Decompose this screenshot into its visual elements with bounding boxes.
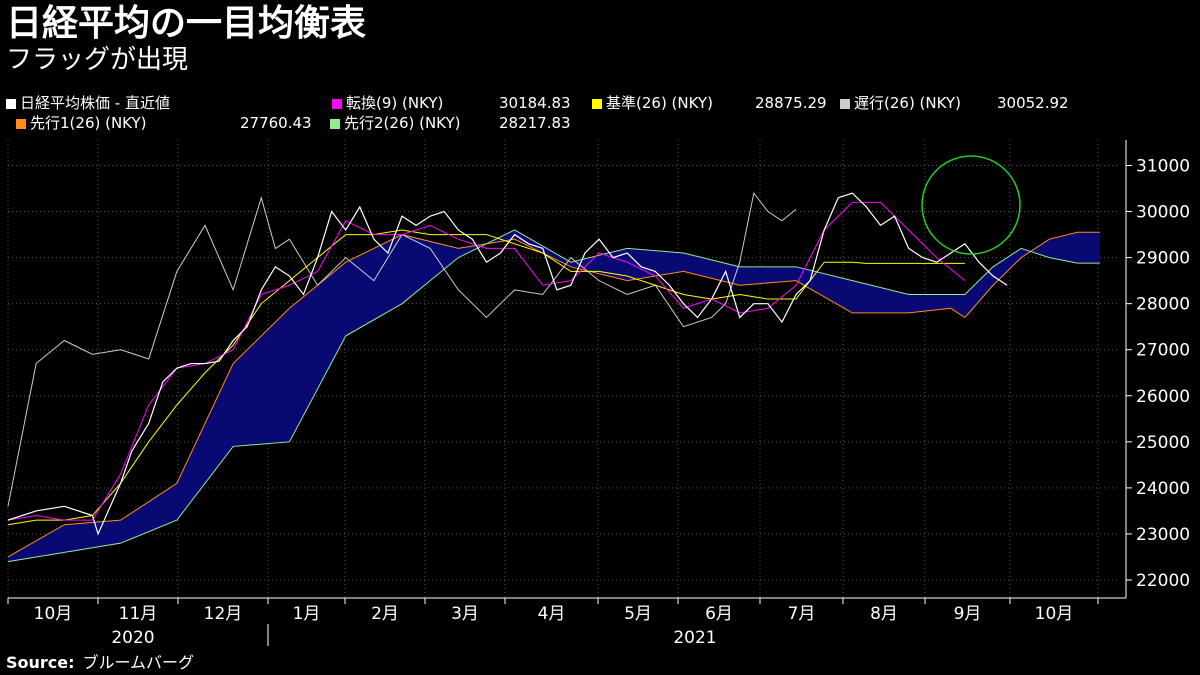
year-label-2021: 2021 bbox=[673, 628, 716, 648]
y-tick-label: 31000 bbox=[1136, 157, 1190, 177]
legend-swatch-senkou2 bbox=[330, 119, 340, 129]
chart-title: 日経平均の一目均衡表 bbox=[6, 3, 367, 44]
x-tick-label: 2月 bbox=[371, 604, 399, 624]
y-tick-label: 23000 bbox=[1136, 525, 1190, 545]
x-tick-label: 11月 bbox=[119, 604, 158, 624]
x-tick-label: 9月 bbox=[954, 604, 982, 624]
x-tick-label: 12月 bbox=[204, 604, 243, 624]
x-tick-label: 8月 bbox=[870, 604, 898, 624]
legend-value-kijun: 28875.29 bbox=[755, 94, 827, 112]
legend-label-senkou1: 先行1(26) (NKY) bbox=[30, 114, 147, 132]
legend-swatch-price bbox=[6, 99, 16, 109]
series-line-3 bbox=[7, 191, 797, 507]
legend-item-tenkan: 転換(9) (NKY) bbox=[332, 92, 443, 114]
series-line-0 bbox=[7, 192, 1008, 536]
y-axis: 31000 30000 29000 28000 27000 26000 25000 24000… bbox=[1125, 140, 1190, 598]
y-tick-label: 26000 bbox=[1136, 387, 1190, 407]
x-tick-label: 10月 bbox=[34, 604, 73, 624]
x-tick-label: 1月 bbox=[293, 604, 321, 624]
source-note: Source: ブルームバーグ bbox=[6, 652, 194, 674]
legend-label-chikou: 遅行(26) (NKY) bbox=[854, 94, 961, 112]
flag-highlight-circle bbox=[921, 155, 1021, 255]
legend-swatch-chikou bbox=[840, 99, 850, 109]
legend-item-chikou: 遅行(26) (NKY) bbox=[840, 92, 961, 114]
x-tick-label: 5月 bbox=[624, 604, 652, 624]
legend-value-tenkan: 30184.83 bbox=[499, 94, 571, 112]
legend-label-kijun: 基準(26) (NKY) bbox=[606, 94, 713, 112]
year-label-2020: 2020 bbox=[111, 628, 154, 648]
legend-value-chikou: 30052.92 bbox=[997, 94, 1069, 112]
source-text: ブルームバーグ bbox=[82, 653, 195, 672]
series-line-2 bbox=[7, 229, 965, 526]
legend-swatch-tenkan bbox=[332, 99, 342, 109]
x-tick-label: 7月 bbox=[788, 604, 816, 624]
legend-swatch-kijun bbox=[592, 99, 602, 109]
series-line-1 bbox=[7, 201, 966, 521]
x-tick-label: 4月 bbox=[538, 604, 566, 624]
legend-label-tenkan: 転換(9) (NKY) bbox=[346, 94, 444, 112]
y-tick-label: 22000 bbox=[1136, 571, 1190, 591]
legend-item-price: 日経平均株価 - 直近値 bbox=[6, 92, 170, 114]
source-label: Source: bbox=[6, 653, 75, 672]
legend-item-kijun: 基準(26) (NKY) bbox=[592, 92, 713, 114]
y-tick-label: 25000 bbox=[1136, 433, 1190, 453]
y-tick-label: 27000 bbox=[1136, 341, 1190, 361]
y-tick-label: 24000 bbox=[1136, 479, 1190, 499]
kumo-area bbox=[8, 229, 1100, 562]
legend-value-senkou2: 28217.83 bbox=[499, 114, 571, 132]
grid bbox=[7, 140, 1120, 598]
y-tick-label: 30000 bbox=[1136, 203, 1190, 223]
series-lines bbox=[7, 191, 1100, 563]
legend-item-senkou2: 先行2(26) (NKY) bbox=[330, 112, 461, 134]
series-line-5 bbox=[7, 229, 1100, 563]
legend-item-senkou1: 先行1(26) (NKY) bbox=[16, 112, 147, 134]
legend-label-price: 日経平均株価 - 直近値 bbox=[20, 94, 170, 112]
y-tick-label: 29000 bbox=[1136, 249, 1190, 269]
legend-value-senkou1: 27760.43 bbox=[240, 114, 312, 132]
legend-swatch-senkou1 bbox=[16, 119, 26, 129]
kumo-cloud bbox=[8, 229, 1100, 562]
x-tick-label: 10月 bbox=[1035, 604, 1074, 624]
chart-subtitle: フラッグが出現 bbox=[6, 45, 189, 75]
y-tick-label: 28000 bbox=[1136, 295, 1190, 315]
legend-label-senkou2: 先行2(26) (NKY) bbox=[344, 114, 461, 132]
x-tick-label: 6月 bbox=[705, 604, 733, 624]
x-tick-label: 3月 bbox=[451, 604, 479, 624]
x-axis: 10月 11月 12月 1月 2月 3月 4月 5月 6月 7月 8月 9月 10月 2020 2021 bbox=[7, 597, 1126, 648]
